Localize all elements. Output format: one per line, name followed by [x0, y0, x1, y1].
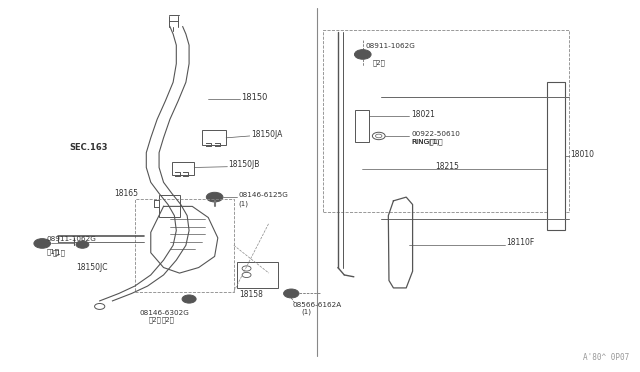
- Text: N: N: [40, 241, 45, 246]
- Bar: [135, 199, 234, 292]
- Circle shape: [355, 49, 371, 59]
- Text: 18150JA: 18150JA: [251, 129, 282, 139]
- Bar: [159, 195, 179, 217]
- Circle shape: [34, 238, 51, 248]
- Bar: [172, 161, 194, 175]
- Text: 18110F: 18110F: [506, 238, 535, 247]
- Text: 、1）: 、1）: [53, 249, 66, 256]
- Text: 18215: 18215: [435, 162, 459, 171]
- Text: 08146-6125G: 08146-6125G: [238, 192, 288, 198]
- Circle shape: [182, 295, 196, 303]
- Text: N: N: [360, 52, 365, 57]
- Text: 18150JC: 18150JC: [76, 263, 108, 272]
- Bar: [547, 82, 564, 231]
- Text: SEC.163: SEC.163: [70, 142, 108, 151]
- Text: 08146-6302G: 08146-6302G: [140, 310, 190, 316]
- Bar: [355, 110, 369, 141]
- Text: B: B: [187, 296, 191, 302]
- Text: 、2）: 、2）: [162, 317, 175, 324]
- Bar: [323, 31, 569, 212]
- Text: (1): (1): [301, 308, 312, 314]
- Text: 18165: 18165: [115, 189, 139, 198]
- Text: RING、1）: RING、1）: [412, 139, 443, 145]
- Text: (1): (1): [238, 201, 248, 207]
- Text: S: S: [289, 291, 294, 296]
- Text: 「1」: 「1」: [47, 248, 60, 255]
- Text: A'80^ 0P07: A'80^ 0P07: [584, 353, 630, 362]
- Text: 18150: 18150: [241, 93, 268, 102]
- Text: 08911-1062G: 08911-1062G: [366, 43, 416, 49]
- Bar: [202, 131, 226, 145]
- Circle shape: [284, 289, 299, 298]
- Text: 「2」: 「2」: [149, 317, 162, 324]
- Circle shape: [76, 241, 89, 248]
- Text: 00922-50610: 00922-50610: [412, 131, 460, 137]
- Text: 18150JB: 18150JB: [228, 160, 260, 169]
- Text: 「2」: 「2」: [372, 59, 385, 66]
- Text: 08566-6162A: 08566-6162A: [292, 302, 342, 308]
- Text: 18158: 18158: [239, 290, 263, 299]
- Text: 08911-1062G: 08911-1062G: [47, 236, 97, 242]
- Bar: [237, 262, 278, 288]
- Text: 18021: 18021: [412, 110, 435, 119]
- Text: 18010: 18010: [570, 150, 595, 159]
- Text: B: B: [212, 195, 217, 200]
- Circle shape: [206, 192, 223, 202]
- Text: RING(1): RING(1): [412, 139, 440, 145]
